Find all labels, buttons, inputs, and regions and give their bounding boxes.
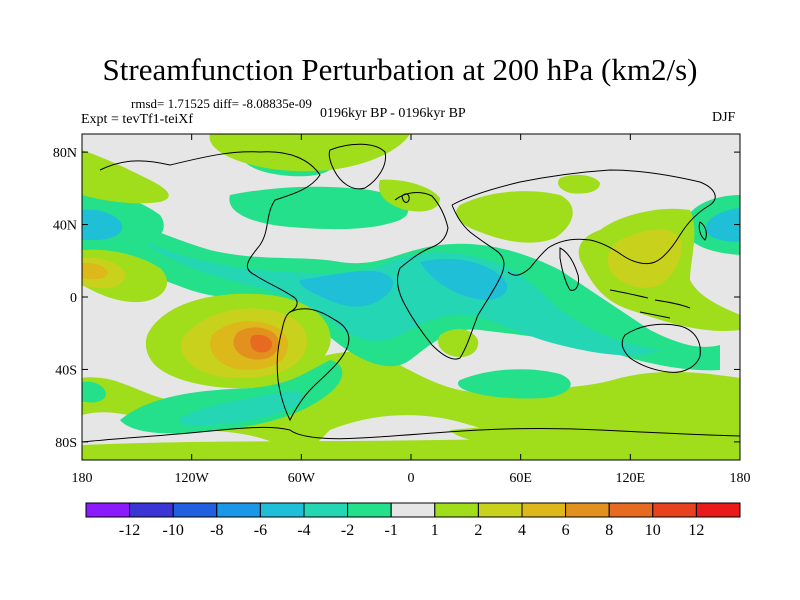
colorbar-label: -1 bbox=[385, 522, 398, 539]
field-contour bbox=[250, 334, 273, 353]
colorbar-swatch bbox=[216, 502, 261, 518]
field-contour bbox=[120, 360, 343, 434]
field-contour bbox=[82, 438, 740, 460]
y-tick-label: 0 bbox=[70, 291, 77, 306]
x-tick-label: 60E bbox=[509, 471, 532, 486]
coastline-india bbox=[559, 247, 579, 291]
colorbar-swatch bbox=[565, 502, 610, 518]
colorbar-label: 8 bbox=[605, 522, 613, 539]
x-tick-label: 120W bbox=[175, 471, 210, 486]
coastlines bbox=[82, 143, 740, 443]
colorbar: -12 -10 -8 -6 -4 -2 -1 1 2 4 6 8 10 12 bbox=[85, 502, 741, 539]
colorbar-swatch bbox=[303, 502, 349, 518]
axes: 180 120W 60W 0 60E 120E 180 80N 40N 0 40S 80S bbox=[53, 134, 751, 486]
colorbar-swatch bbox=[695, 502, 741, 518]
colorbar-swatch bbox=[129, 502, 174, 518]
map-field bbox=[82, 134, 740, 460]
field-contour bbox=[456, 191, 573, 243]
colorbar-label: -4 bbox=[297, 522, 310, 539]
colorbar-label: 12 bbox=[688, 522, 704, 539]
y-tick-label: 40N bbox=[53, 219, 77, 234]
colorbar-label: -6 bbox=[254, 522, 267, 539]
colorbar-swatch bbox=[521, 502, 567, 518]
period-label: 0196kyr BP - 0196kyr BP bbox=[320, 106, 466, 121]
coastline-europe-africa bbox=[394, 192, 505, 360]
colorbar-label: -2 bbox=[341, 522, 354, 539]
colorbar-swatch bbox=[652, 502, 697, 518]
colorbar-swatch bbox=[434, 502, 479, 518]
y-tick-label: 80S bbox=[55, 436, 77, 451]
field-contour bbox=[457, 369, 571, 399]
colorbar-label: 6 bbox=[562, 522, 570, 539]
colorbar-label: 2 bbox=[474, 522, 482, 539]
chart-title: Streamfunction Perturbation at 200 hPa (… bbox=[102, 52, 698, 87]
field-contour bbox=[140, 240, 660, 356]
field-contour bbox=[82, 209, 123, 240]
colorbar-swatch bbox=[85, 502, 131, 518]
field-contour bbox=[229, 186, 409, 230]
colorbar-label: 1 bbox=[431, 522, 439, 539]
field-contour bbox=[438, 328, 479, 358]
field-contour bbox=[607, 229, 682, 288]
y-tick-label: 40S bbox=[55, 363, 77, 378]
colorbar-label: -10 bbox=[163, 522, 184, 539]
colorbar-label: 10 bbox=[645, 522, 661, 539]
coastline-greenland bbox=[328, 143, 387, 190]
x-tick-label: 120E bbox=[616, 471, 646, 486]
experiment-label: Expt = tevTf1-teiXf bbox=[81, 112, 194, 127]
colorbar-swatch bbox=[172, 502, 218, 518]
colorbar-swatch bbox=[347, 502, 392, 518]
field-contour bbox=[299, 270, 394, 307]
stats-label: rmsd= 1.71525 diff= -8.08835e-09 bbox=[131, 96, 312, 111]
field-contour bbox=[82, 150, 169, 204]
colorbar-swatch bbox=[259, 502, 305, 518]
season-label: DJF bbox=[712, 110, 736, 125]
field-contour bbox=[82, 262, 108, 280]
x-tick-label: 180 bbox=[730, 471, 751, 486]
field-contour bbox=[209, 134, 410, 172]
coastline-australia bbox=[621, 323, 701, 373]
field-contour bbox=[82, 381, 106, 403]
colorbar-swatch bbox=[477, 502, 523, 518]
colorbar-label: 4 bbox=[518, 522, 526, 539]
field-contour bbox=[378, 179, 440, 212]
coastline-indonesia bbox=[609, 289, 691, 319]
field-contour bbox=[558, 174, 600, 194]
field-contour bbox=[179, 390, 303, 427]
y-tick-label: 80N bbox=[53, 146, 77, 161]
x-tick-label: 0 bbox=[408, 471, 415, 486]
coastline-south-america bbox=[276, 308, 350, 422]
colorbar-swatch bbox=[390, 502, 436, 518]
colorbar-label: -12 bbox=[119, 522, 140, 539]
coastline-antarctica bbox=[82, 426, 740, 443]
coastline-asia bbox=[451, 169, 716, 276]
x-tick-label: 60W bbox=[288, 471, 316, 486]
colorbar-label: -8 bbox=[210, 522, 223, 539]
x-tick-label: 180 bbox=[72, 471, 93, 486]
field-contour bbox=[706, 208, 740, 242]
coastline-japan bbox=[698, 221, 707, 241]
field-contour bbox=[420, 258, 508, 300]
coastline-uk bbox=[401, 193, 410, 203]
coastline-north-america bbox=[99, 151, 321, 313]
colorbar-swatch bbox=[608, 502, 654, 518]
